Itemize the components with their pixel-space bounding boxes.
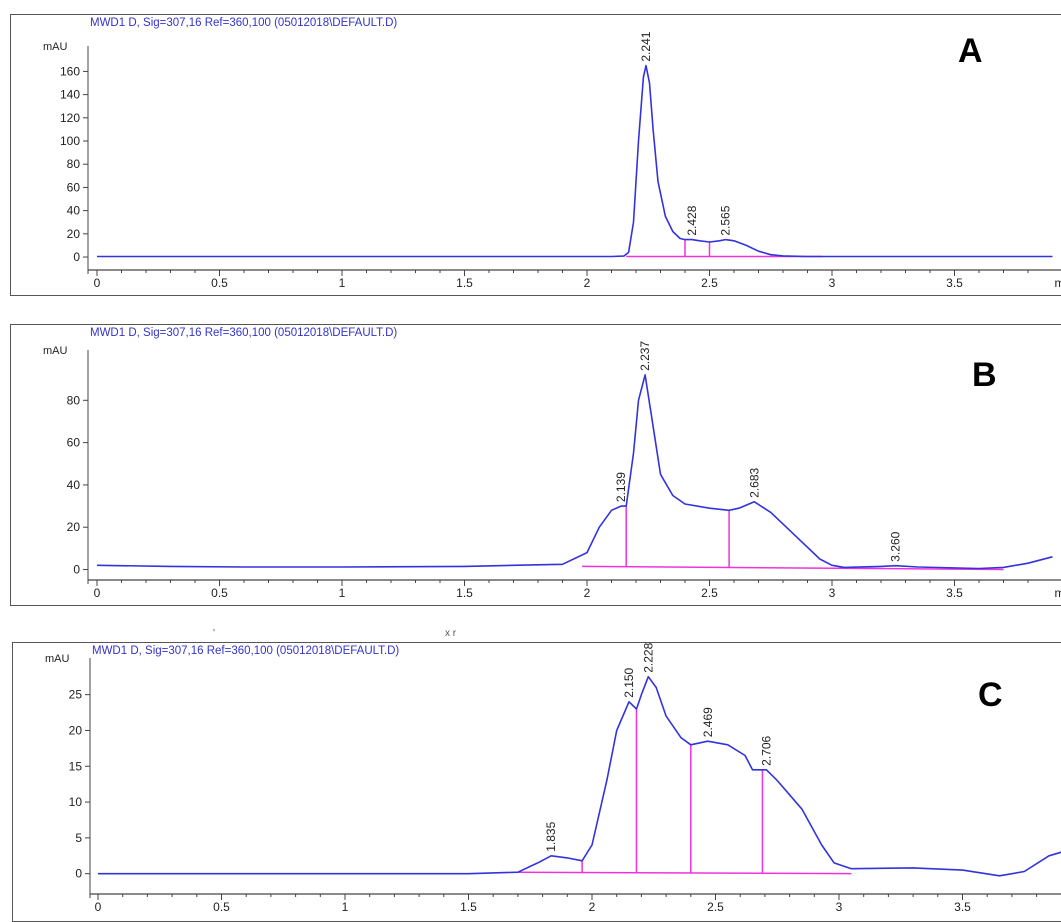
x-tick-label: 3.5: [954, 900, 971, 914]
panel-label: B: [972, 356, 997, 394]
panel-label: A: [958, 32, 983, 70]
peak-label: 1.835: [544, 821, 558, 851]
y-axis-unit: mAU: [45, 653, 70, 665]
integration-baseline: [582, 565, 1004, 571]
y-tick-label: 20: [67, 520, 81, 534]
y-tick-label: 120: [60, 111, 80, 125]
y-tick-label: 0: [73, 250, 80, 264]
x-tick-label: 2: [584, 276, 591, 290]
y-tick-label: 20: [69, 723, 83, 737]
y-tick-label: 100: [60, 134, 80, 148]
y-tick-label: 15: [69, 759, 83, 773]
peak-label: 2.683: [747, 467, 761, 497]
x-tick-label: 0.5: [211, 276, 228, 290]
x-tick-label: 0.5: [213, 900, 230, 914]
y-tick-label: 60: [67, 436, 81, 450]
panel-label: C: [978, 676, 1003, 714]
chart-svg: MWD1 D, Sig=307,16 Ref=360,100 (05012018…: [12, 642, 1061, 922]
chart-svg: MWD1 D, Sig=307,16 Ref=360,100 (05012018…: [10, 324, 1061, 606]
x-tick-label: 2: [584, 586, 591, 600]
peak-label: 2.150: [622, 667, 636, 697]
peak-label: 2.237: [638, 341, 652, 371]
stray-mark: x r: [445, 628, 457, 639]
y-tick-label: 40: [67, 204, 81, 218]
y-tick-label: 0: [75, 867, 82, 881]
y-tick-label: 40: [67, 478, 81, 492]
integration-baseline: [517, 871, 852, 875]
peak-label: 2.706: [759, 735, 773, 765]
peak-label: 2.228: [641, 642, 655, 672]
x-tick-label: 3: [836, 900, 843, 914]
peak-label: 2.565: [718, 205, 732, 235]
x-tick-label: 1.5: [456, 586, 473, 600]
x-tick-label: 1: [339, 276, 346, 290]
chart-svg: MWD1 D, Sig=307,16 Ref=360,100 (05012018…: [10, 14, 1061, 296]
peak-label: 2.139: [614, 472, 628, 502]
x-tick-label: 3: [829, 586, 836, 600]
chromatogram-panel-a: MWD1 D, Sig=307,16 Ref=360,100 (05012018…: [10, 14, 1061, 296]
x-tick-label: 0: [94, 276, 101, 290]
signal-header: MWD1 D, Sig=307,16 Ref=360,100 (05012018…: [92, 645, 399, 657]
y-tick-label: 160: [60, 64, 80, 78]
chromatogram-panel-c: MWD1 D, Sig=307,16 Ref=360,100 (05012018…: [12, 642, 1061, 922]
x-tick-label: 0.5: [211, 586, 228, 600]
y-axis-unit: mAU: [43, 41, 68, 53]
peak-label: 2.469: [701, 707, 715, 737]
signal-header: MWD1 D, Sig=307,16 Ref=360,100 (05012018…: [90, 17, 397, 29]
x-tick-label: 3: [829, 276, 836, 290]
panel-frame: [12, 642, 1061, 922]
x-tick-label: 1.5: [456, 276, 473, 290]
peak-label: 2.428: [685, 205, 699, 235]
y-tick-label: 60: [67, 180, 81, 194]
y-tick-label: 80: [67, 393, 81, 407]
panel-frame: [10, 324, 1061, 606]
panel-frame: [10, 14, 1061, 296]
y-tick-label: 25: [69, 688, 83, 702]
y-tick-label: 0: [73, 563, 80, 577]
x-tick-label: 1.5: [460, 900, 477, 914]
y-tick-label: 140: [60, 88, 80, 102]
signal-trace: [96, 374, 1053, 570]
peak-label: 2.241: [639, 31, 653, 61]
signal-header: MWD1 D, Sig=307,16 Ref=360,100 (05012018…: [90, 327, 397, 339]
peak-label: 3.260: [889, 531, 903, 561]
x-tick-label: 2.5: [701, 276, 718, 290]
x-tick-label: 3.5: [946, 276, 963, 290]
chromatogram-panel-b: MWD1 D, Sig=307,16 Ref=360,100 (05012018…: [10, 324, 1061, 606]
signal-trace: [97, 64, 1053, 258]
y-tick-label: 80: [67, 157, 81, 171]
stray-mark: ': [213, 628, 215, 639]
x-tick-label: 1: [339, 586, 346, 600]
y-axis-unit: mAU: [43, 345, 68, 357]
y-tick-label: 5: [75, 831, 82, 845]
x-tick-label: 2.5: [707, 900, 724, 914]
y-tick-label: 10: [69, 795, 83, 809]
x-tick-label: 3.5: [946, 586, 963, 600]
x-tick-label: 2: [589, 900, 596, 914]
signal-trace: [98, 675, 1061, 877]
x-tick-label: 1: [342, 900, 349, 914]
y-tick-label: 20: [67, 227, 81, 241]
x-axis-unit: mi: [1055, 586, 1061, 600]
x-tick-label: 0: [95, 900, 102, 914]
x-axis-unit: mi: [1055, 276, 1061, 290]
x-tick-label: 0: [94, 586, 101, 600]
x-tick-label: 2.5: [701, 586, 718, 600]
